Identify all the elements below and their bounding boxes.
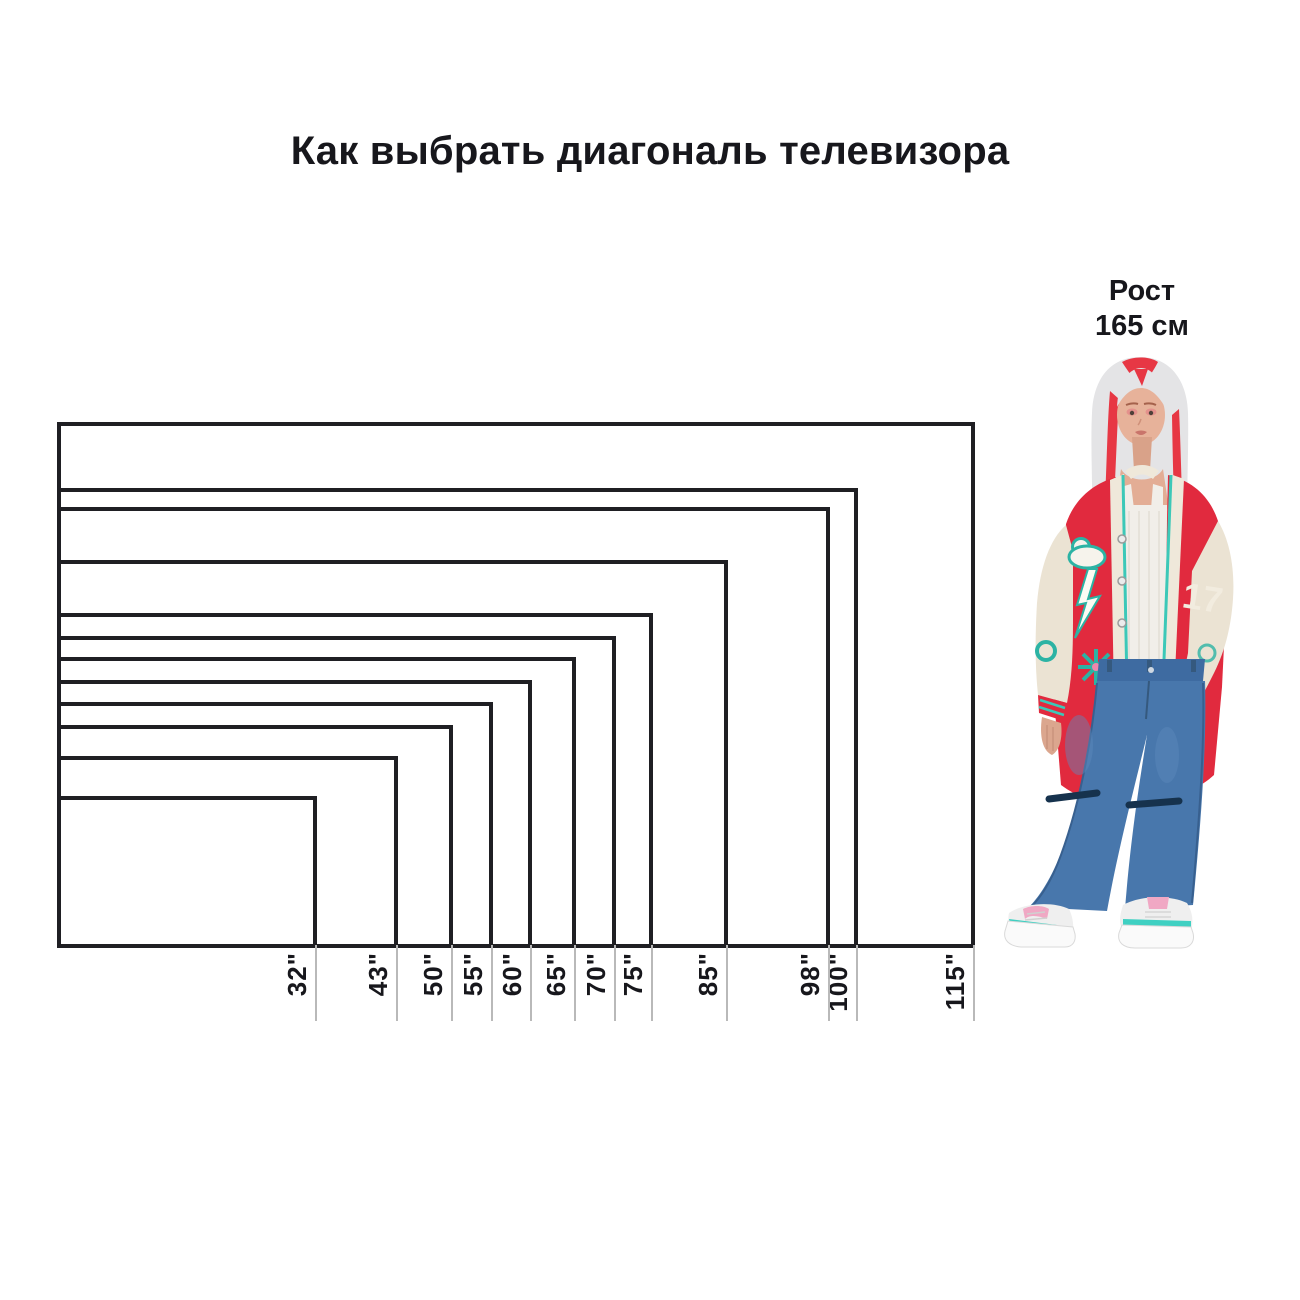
- size-tick-115in: [973, 945, 975, 1021]
- size-tick-75in: [651, 945, 653, 1021]
- person-height-label-line2: 165 см: [1094, 310, 1190, 342]
- person-height-label: Рост 165 см: [1032, 274, 1252, 344]
- size-label-70in: 70": [581, 952, 611, 997]
- size-tick-65in: [574, 945, 576, 1021]
- size-label-50in: 50": [418, 952, 448, 997]
- size-label-115in: 115": [940, 952, 970, 1011]
- tv-rect-32in: [57, 796, 317, 948]
- size-label-32in: 32": [282, 952, 312, 997]
- size-label-55in: 55": [458, 952, 488, 997]
- page-title: Как выбрать диагональ телевизора: [290, 129, 1010, 173]
- size-label-75in: 75": [618, 952, 648, 997]
- person-tank-top: [1117, 484, 1173, 665]
- size-label-85in: 85": [693, 952, 723, 997]
- person-sneakers: [1004, 897, 1194, 949]
- size-tick-50in: [451, 945, 453, 1021]
- size-tick-60in: [530, 945, 532, 1021]
- svg-text:17: 17: [1180, 574, 1226, 621]
- size-tick-98in: [828, 945, 830, 1021]
- size-tick-85in: [726, 945, 728, 1021]
- size-tick-32in: [315, 945, 317, 1021]
- size-label-65in: 65": [541, 952, 571, 997]
- person-photo: 17: [1004, 357, 1234, 949]
- size-tick-70in: [614, 945, 616, 1021]
- size-tick-55in: [491, 945, 493, 1021]
- size-tick-43in: [396, 945, 398, 1021]
- size-tick-100in: [856, 945, 858, 1021]
- size-label-43in: 43": [363, 952, 393, 997]
- size-label-60in: 60": [497, 952, 527, 997]
- size-label-98in: 98": [795, 952, 825, 997]
- person-jeans: [1029, 659, 1206, 911]
- person-height-label-line1: Рост: [1108, 275, 1176, 307]
